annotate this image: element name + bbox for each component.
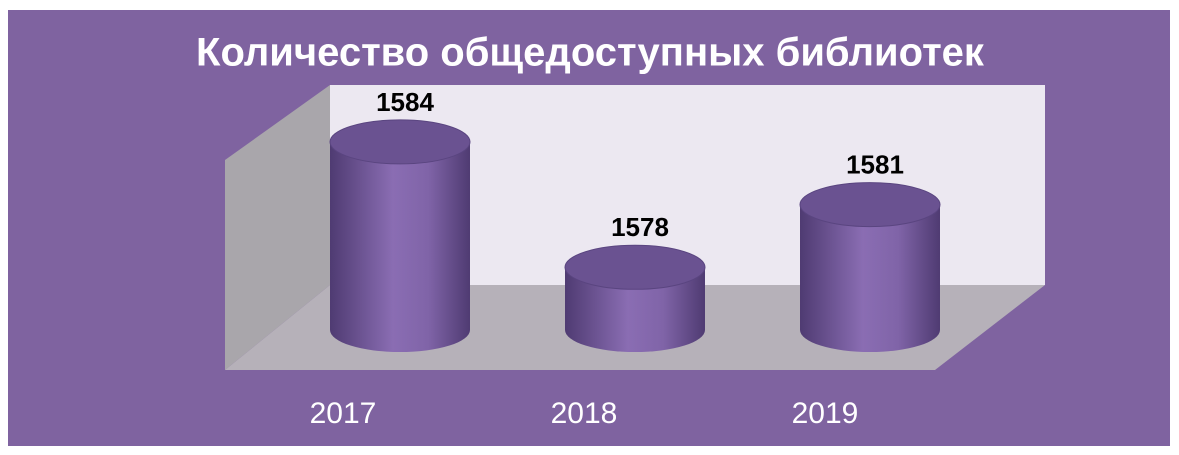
plot: 1584 2017 1578 2018 1581 2019 <box>310 87 941 430</box>
bar-body <box>800 204 940 352</box>
bar-top <box>329 119 471 165</box>
bar <box>799 182 941 352</box>
bar-top <box>799 182 941 228</box>
x-tick-label: 2018 <box>551 397 618 430</box>
bar-body <box>330 141 470 352</box>
data-label: 1584 <box>376 87 434 117</box>
data-label: 1581 <box>846 149 904 179</box>
chart-title: Количество общедоступных библиотек <box>196 31 985 75</box>
bar-body <box>565 267 705 352</box>
data-label: 1578 <box>611 212 669 242</box>
x-tick-label: 2017 <box>310 397 377 430</box>
bar <box>564 244 706 352</box>
bar-top <box>564 244 706 290</box>
side-wall <box>225 85 330 370</box>
bar <box>329 119 471 352</box>
x-tick-label: 2019 <box>792 397 859 430</box>
